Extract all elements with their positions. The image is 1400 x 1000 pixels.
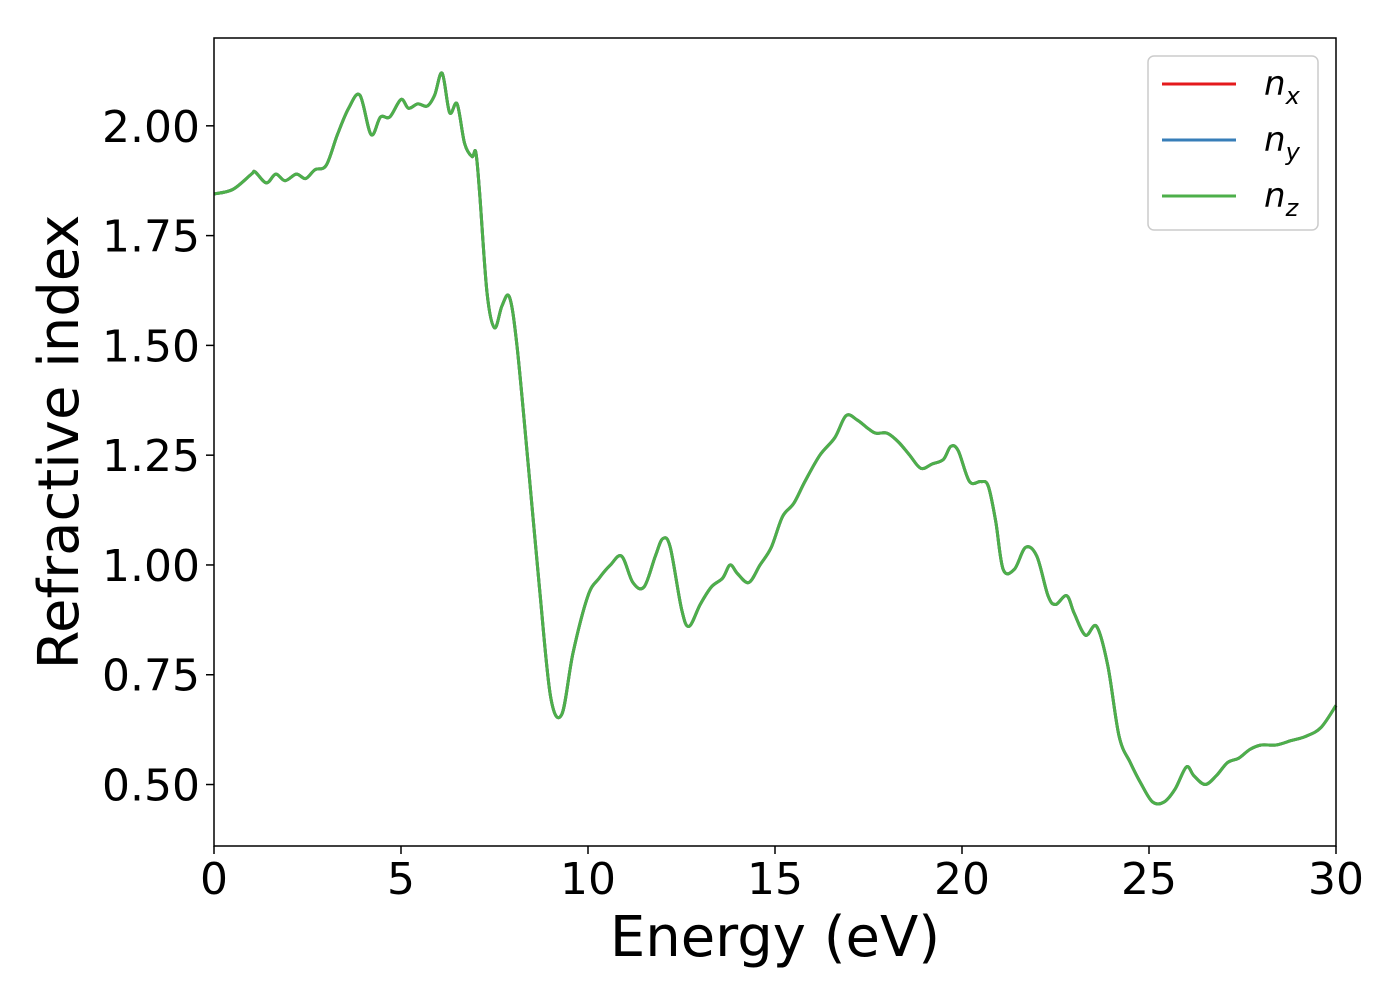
y-axis-ticks: 0.50 0.75 1.00 1.25 1.50 1.75 2.00 [102, 102, 214, 812]
y-tick-label: 1.00 [102, 541, 200, 592]
y-tick-label: 1.25 [102, 431, 200, 482]
y-tick-label: 0.75 [102, 651, 200, 702]
x-tick-label: 0 [200, 854, 228, 905]
y-tick-label: 0.50 [102, 761, 200, 812]
x-tick-label: 30 [1308, 854, 1364, 905]
x-tick-label: 20 [934, 854, 990, 905]
x-tick-label: 15 [747, 854, 803, 905]
y-axis-title: Refractive index [27, 215, 92, 670]
legend-box [1147, 55, 1319, 231]
y-tick-label: 1.75 [102, 212, 200, 263]
x-axis-title: Energy (eV) [610, 905, 940, 970]
y-tick-label: 1.50 [102, 321, 200, 372]
x-tick-label: 5 [387, 854, 415, 905]
series-layer [213, 71, 1338, 806]
x-axis-ticks: 0 5 10 15 20 25 30 [200, 846, 1364, 905]
x-tick-label: 10 [560, 854, 616, 905]
y-tick-label: 2.00 [102, 102, 200, 153]
x-tick-label: 25 [1121, 854, 1177, 905]
series-line-nz [213, 71, 1338, 806]
